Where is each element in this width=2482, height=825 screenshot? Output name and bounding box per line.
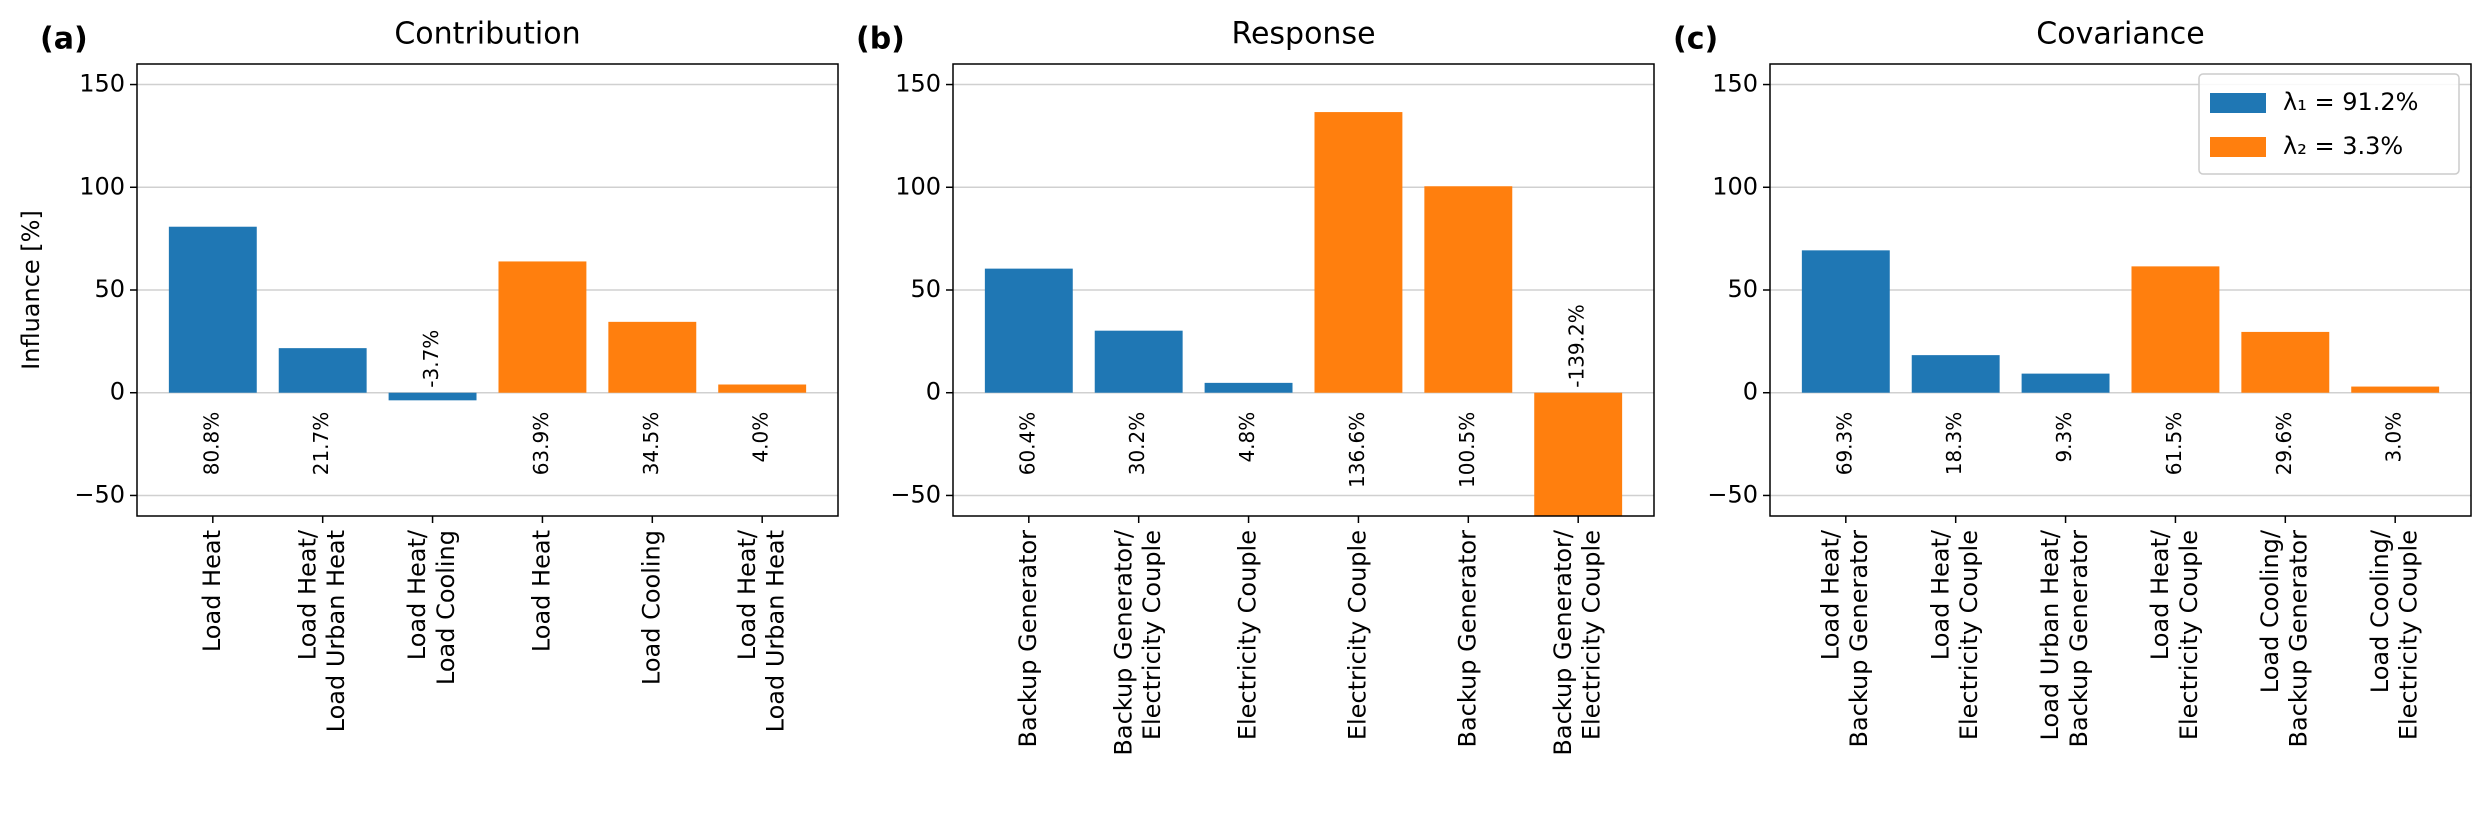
panel-label: (b) xyxy=(856,22,905,57)
panel-label: (a) xyxy=(40,22,88,57)
x-tick-label: Load Heat/Load Cooling xyxy=(403,529,460,685)
value-label: 18.3% xyxy=(1942,412,1966,476)
bar xyxy=(1424,186,1513,393)
y-tick-label: 0 xyxy=(926,378,941,406)
value-label: 29.6% xyxy=(2272,412,2296,476)
value-label: 30.2% xyxy=(1125,412,1149,476)
x-tick-label: Load Heat/Load Urban Heat xyxy=(293,529,350,732)
x-tick-label: Load Cooling/Electricity Couple xyxy=(2366,529,2423,740)
x-tick-label: Electricity Couple xyxy=(1343,530,1371,740)
value-label: 136.6% xyxy=(1345,412,1369,488)
chart-title: Contribution xyxy=(394,17,580,52)
bar xyxy=(388,392,477,401)
bar xyxy=(984,268,1073,393)
bar xyxy=(1801,250,1890,393)
bar xyxy=(1314,112,1403,393)
x-tick-label: Load Heat xyxy=(198,530,226,652)
legend-swatch xyxy=(2210,93,2266,113)
y-tick-label: 50 xyxy=(910,275,941,303)
x-tick-label: Backup Generator xyxy=(1453,530,1481,748)
y-tick-label: −50 xyxy=(74,480,125,508)
bar xyxy=(2351,386,2440,393)
bar xyxy=(498,261,587,393)
bar xyxy=(1534,392,1623,516)
bar xyxy=(278,348,367,393)
y-tick-label: 150 xyxy=(79,70,125,98)
y-tick-label: 150 xyxy=(1712,70,1758,98)
bar xyxy=(2021,373,2110,393)
panel-label: (c) xyxy=(1673,22,1718,57)
axes-frame xyxy=(952,63,1655,517)
y-axis-label: Influance [%] xyxy=(17,210,45,370)
x-tick-label: Load Heat/Electricity Couple xyxy=(1926,529,1983,740)
x-tick-label: Load Heat/Electricity Couple xyxy=(2146,529,2203,740)
legend-label: λ₁ = 91.2% xyxy=(2283,88,2418,116)
value-label: 34.5% xyxy=(639,412,663,476)
bar xyxy=(1094,330,1183,393)
value-label: 21.7% xyxy=(309,412,333,476)
value-label: 69.3% xyxy=(1832,412,1856,476)
value-label: 61.5% xyxy=(2162,412,2186,476)
bar xyxy=(1204,382,1293,393)
x-tick-label: Backup Generator xyxy=(1014,530,1042,748)
value-label: 4.0% xyxy=(749,412,773,463)
axes-frame xyxy=(136,63,839,517)
x-tick-label: Load Heat/Backup Generator xyxy=(1816,529,1873,747)
bar xyxy=(2131,266,2220,393)
bar xyxy=(608,321,697,393)
x-tick-label: Electricity Couple xyxy=(1234,530,1262,740)
value-label: -139.2% xyxy=(1565,304,1589,387)
bars xyxy=(984,112,1623,516)
x-tick-label: Load Cooling xyxy=(637,530,665,685)
value-label: 80.8% xyxy=(199,412,223,476)
x-tick-label: Backup Generator/Electricity Couple xyxy=(1549,529,1606,755)
x-tick-label: Backup Generator/Electricity Couple xyxy=(1109,529,1166,755)
axes-frame xyxy=(1769,63,2472,517)
y-tick-label: 50 xyxy=(94,275,125,303)
bars xyxy=(1801,250,2440,393)
bar xyxy=(718,384,807,393)
value-label: 63.9% xyxy=(529,412,553,476)
y-tick-label: 100 xyxy=(895,172,941,200)
value-label: 4.8% xyxy=(1235,412,1259,463)
chart-title: Response xyxy=(1231,17,1375,52)
chart-title: Covariance xyxy=(2036,17,2204,52)
bars xyxy=(168,226,807,401)
legend-swatch xyxy=(2210,137,2266,157)
legend-label: λ₂ = 3.3% xyxy=(2283,132,2403,160)
y-tick-label: −50 xyxy=(1707,480,1758,508)
bar xyxy=(1911,355,2000,393)
x-tick-label: Load Heat/Load Urban Heat xyxy=(733,529,790,732)
x-tick-label: Load Urban Heat/Backup Generator xyxy=(2036,529,2093,747)
y-tick-label: 150 xyxy=(895,70,941,98)
value-label: 3.0% xyxy=(2382,412,2406,463)
y-tick-label: 100 xyxy=(1712,172,1758,200)
x-tick-label: Load Cooling/Backup Generator xyxy=(2256,529,2313,747)
y-tick-label: 50 xyxy=(1727,275,1758,303)
bar xyxy=(168,226,257,393)
y-tick-label: 0 xyxy=(110,378,125,406)
value-label: -3.7% xyxy=(419,330,443,388)
value-label: 9.3% xyxy=(2052,412,2076,463)
x-tick-label: Load Heat xyxy=(527,530,555,652)
value-label: 60.4% xyxy=(1015,412,1039,476)
y-tick-label: 0 xyxy=(1743,378,1758,406)
y-tick-label: −50 xyxy=(890,480,941,508)
y-tick-label: 100 xyxy=(79,172,125,200)
bar xyxy=(2241,331,2330,393)
value-label: 100.5% xyxy=(1455,412,1479,488)
